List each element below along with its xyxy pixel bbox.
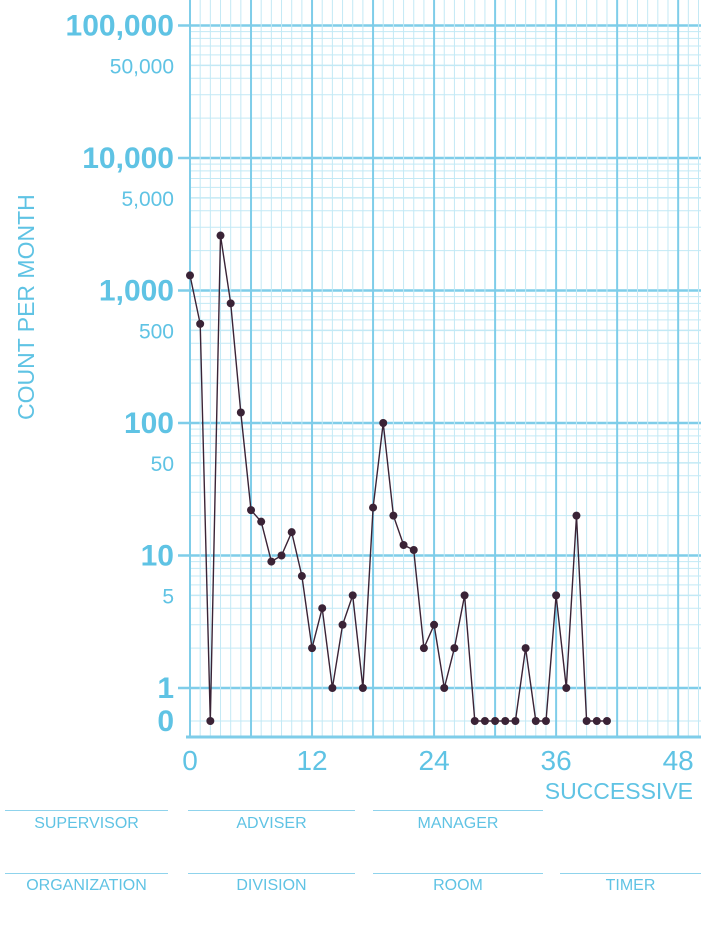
data-point [297, 572, 306, 581]
y-axis: 100,000 10,000 1,000 100 10 10 50,000 5,000 500 5… [66, 10, 174, 739]
data-point [287, 528, 296, 537]
data-point [470, 717, 479, 725]
form-field-label: ADVISER [236, 815, 307, 832]
data-point [552, 591, 561, 600]
x-axis-title: SUCCESSIVE [545, 778, 693, 804]
data-point [257, 517, 266, 526]
data-point [318, 604, 327, 613]
data-point [196, 319, 205, 328]
data-point [236, 408, 245, 417]
data-point [216, 231, 225, 240]
data-point [480, 717, 489, 725]
y-tick-label: 50,000 [110, 55, 174, 78]
x-tick-label: 12 [296, 745, 327, 776]
data-point [440, 684, 449, 692]
form-field-line [560, 873, 701, 874]
data-point [348, 591, 357, 600]
form-field-label: SUPERVISOR [34, 815, 139, 832]
data-point [369, 503, 378, 512]
data-point [328, 684, 337, 692]
x-axis: 0 12 24 36 48 [182, 745, 694, 776]
form-field-line [5, 873, 168, 874]
data-point [338, 620, 347, 629]
data-point [267, 557, 276, 566]
form-field-line [5, 810, 168, 811]
form-field-label: TIMER [605, 877, 656, 894]
y-tick-label: 500 [139, 320, 174, 343]
form-field-label: MANAGER [417, 815, 499, 832]
x-tick-label: 36 [541, 745, 572, 776]
y-tick-label: 100 [124, 407, 174, 440]
data-point [247, 506, 256, 515]
y-tick-label: 5 [162, 585, 174, 608]
data-point [358, 684, 367, 692]
y-tick-label: 100,000 [66, 10, 174, 43]
chart-grid [178, 0, 701, 739]
form-field-label: DIVISION [236, 877, 307, 894]
form-field-line [373, 873, 543, 874]
data-point [409, 546, 418, 555]
x-tick-label: 24 [419, 745, 450, 776]
data-point [501, 717, 510, 725]
data-point [308, 644, 317, 653]
y-tick-label: 1,000 [99, 275, 174, 308]
y-tick-label: 10,000 [82, 142, 174, 175]
y-axis-title: COUNT PER MONTH [13, 194, 39, 420]
y-tick-label: 5,000 [121, 188, 174, 211]
data-point [186, 271, 194, 280]
data-point [419, 644, 428, 653]
data-point [541, 717, 550, 725]
y-tick-label: 1 [157, 672, 174, 705]
data-point [491, 717, 500, 725]
data-point [450, 644, 459, 653]
form-field-line [188, 810, 355, 811]
data-point [399, 541, 408, 550]
x-tick-label: 0 [182, 745, 198, 776]
data-point [572, 511, 581, 520]
data-point [226, 299, 235, 308]
data-series [186, 231, 611, 725]
data-point [389, 511, 398, 520]
data-point [562, 684, 571, 692]
form-field-line [373, 810, 543, 811]
form-field-label: ORGANIZATION [26, 877, 147, 894]
data-point [521, 644, 530, 653]
y-tick-label: 50 [151, 453, 174, 476]
data-point [531, 717, 540, 725]
data-point [206, 717, 215, 725]
data-point [460, 591, 469, 600]
data-point [379, 419, 388, 427]
data-point [277, 551, 286, 560]
data-point [582, 717, 591, 725]
form-field-label: ROOM [433, 877, 483, 894]
data-point [602, 717, 611, 725]
data-point [511, 717, 520, 725]
data-point [430, 620, 439, 629]
form-field-line [188, 873, 355, 874]
y-tick-label: 10 [141, 540, 174, 573]
y-tick-label: 0 [157, 705, 174, 738]
data-point [592, 717, 601, 725]
x-tick-label: 48 [663, 745, 694, 776]
